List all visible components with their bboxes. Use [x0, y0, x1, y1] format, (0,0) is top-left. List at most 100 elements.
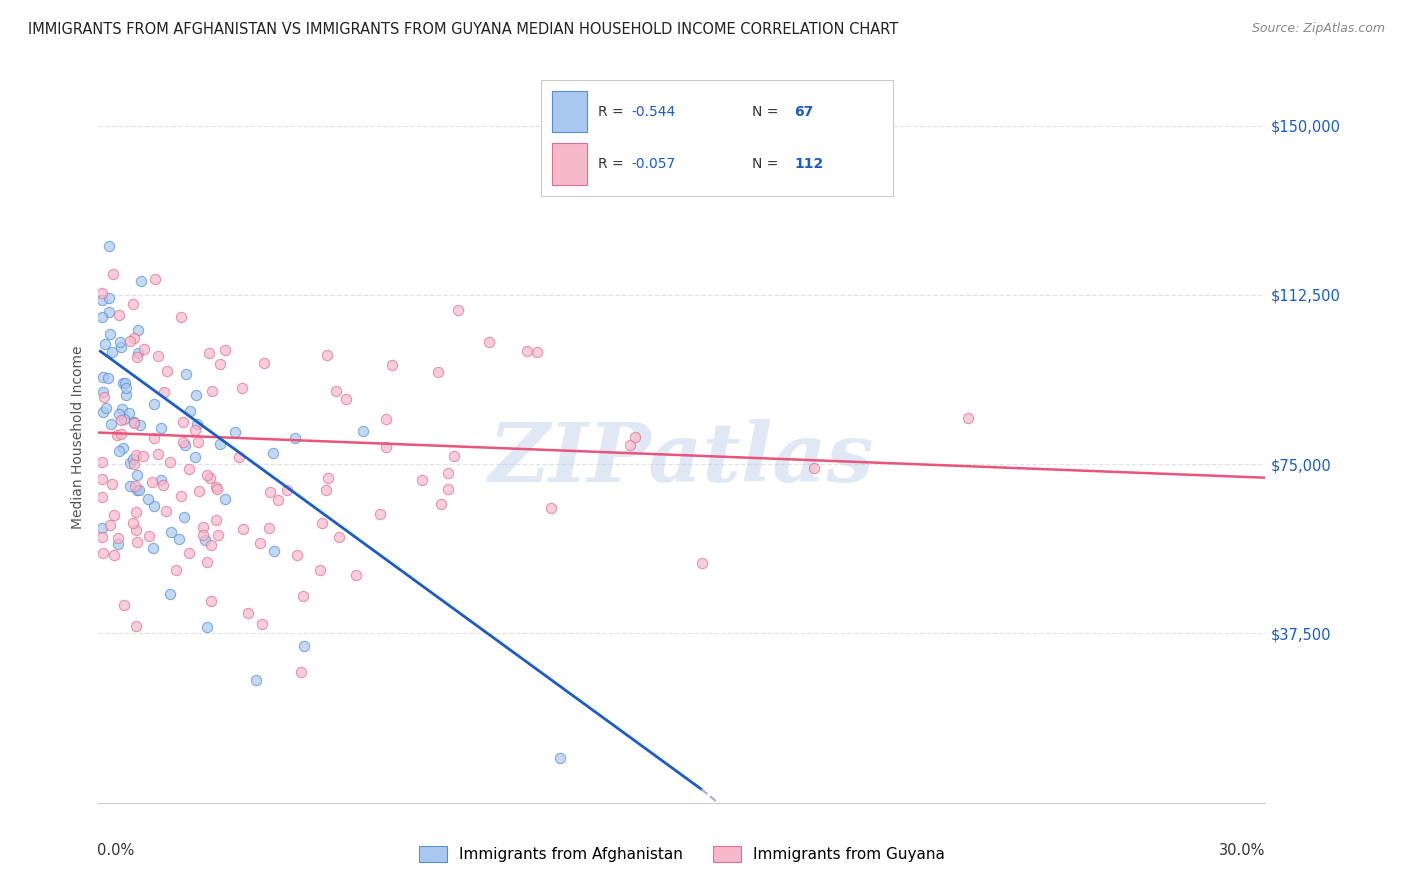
Immigrants from Guyana [170, 310, 193, 324]
Immigrants from Guyana [231, 381, 253, 395]
Immigrants from Guyana [103, 508, 125, 522]
Immigrants from Guyana [98, 518, 121, 533]
Immigrants from Afghanistan [128, 483, 150, 497]
Text: R =: R = [598, 157, 627, 170]
Immigrants from Guyana [125, 351, 148, 365]
Immigrants from Afghanistan [98, 326, 121, 341]
Immigrants from Afghanistan [129, 274, 152, 288]
Immigrants from Afghanistan [91, 310, 114, 325]
Immigrants from Guyana [311, 516, 333, 530]
Immigrants from Guyana [257, 521, 280, 535]
Immigrants from Guyana [375, 412, 398, 426]
Immigrants from Guyana [91, 491, 114, 505]
Immigrants from Guyana [172, 415, 194, 429]
Immigrants from Afghanistan [112, 411, 135, 425]
Immigrants from Afghanistan [108, 444, 131, 458]
Immigrants from Afghanistan [121, 452, 143, 467]
Immigrants from Guyana [315, 348, 337, 362]
Immigrants from Guyana [430, 497, 453, 511]
Immigrants from Guyana [526, 344, 548, 359]
Immigrants from Guyana [125, 523, 148, 537]
Immigrants from Guyana [619, 438, 641, 452]
Immigrants from Guyana [91, 530, 114, 544]
Immigrants from Guyana [249, 536, 271, 550]
Immigrants from Guyana [318, 471, 340, 485]
Immigrants from Guyana [228, 450, 250, 464]
Immigrants from Guyana [200, 471, 222, 485]
Immigrants from Guyana [200, 594, 222, 608]
Immigrants from Guyana [193, 520, 215, 534]
Immigrants from Guyana [153, 384, 176, 399]
Immigrants from Guyana [91, 471, 114, 485]
Immigrants from Guyana [411, 473, 433, 487]
Immigrants from Afghanistan [115, 381, 138, 395]
Immigrants from Afghanistan [186, 417, 208, 431]
Immigrants from Afghanistan [167, 532, 190, 546]
Immigrants from Afghanistan [149, 420, 172, 434]
Immigrants from Guyana [276, 483, 298, 497]
Immigrants from Guyana [172, 435, 194, 450]
Immigrants from Guyana [122, 331, 145, 345]
Immigrants from Guyana [155, 504, 177, 518]
Immigrants from Guyana [315, 483, 337, 497]
Immigrants from Afghanistan [120, 479, 142, 493]
Immigrants from Guyana [110, 426, 132, 441]
Immigrants from Guyana [259, 485, 281, 500]
Immigrants from Guyana [101, 477, 124, 491]
Text: R =: R = [598, 104, 627, 119]
Immigrants from Afghanistan [263, 544, 285, 558]
Immigrants from Guyana [252, 356, 274, 370]
Immigrants from Guyana [540, 500, 562, 515]
Immigrants from Afghanistan [245, 673, 267, 687]
Immigrants from Guyana [118, 334, 141, 348]
Immigrants from Afghanistan [159, 525, 181, 540]
Immigrants from Guyana [134, 343, 156, 357]
Immigrants from Afghanistan [179, 404, 201, 418]
Immigrants from Guyana [191, 527, 214, 541]
Immigrants from Guyana [437, 482, 460, 496]
Immigrants from Afghanistan [91, 293, 114, 307]
Immigrants from Guyana [146, 446, 169, 460]
Text: 67: 67 [794, 104, 814, 119]
Immigrants from Afghanistan [352, 424, 374, 438]
Immigrants from Guyana [195, 555, 218, 569]
Immigrants from Afghanistan [115, 387, 138, 401]
Immigrants from Guyana [125, 448, 148, 462]
Immigrants from Afghanistan [214, 492, 236, 507]
Immigrants from Guyana [690, 556, 713, 570]
Immigrants from Guyana [335, 392, 357, 407]
Immigrants from Guyana [170, 489, 193, 503]
Immigrants from Afghanistan [91, 521, 114, 535]
Immigrants from Guyana [205, 513, 228, 527]
Immigrants from Guyana [325, 384, 347, 398]
Immigrants from Afghanistan [110, 340, 132, 354]
Immigrants from Guyana [132, 449, 155, 463]
Immigrants from Guyana [291, 589, 314, 603]
Immigrants from Guyana [177, 546, 200, 560]
Immigrants from Afghanistan [108, 335, 131, 350]
Immigrants from Afghanistan [91, 369, 114, 384]
Immigrants from Guyana [112, 598, 135, 612]
Immigrants from Afghanistan [142, 397, 165, 411]
Immigrants from Guyana [803, 461, 825, 475]
Immigrants from Guyana [447, 302, 470, 317]
Immigrants from Guyana [198, 346, 221, 360]
Immigrants from Guyana [957, 411, 980, 425]
Immigrants from Guyana [195, 468, 218, 483]
Immigrants from Guyana [122, 296, 145, 310]
Immigrants from Afghanistan [127, 346, 149, 360]
Immigrants from Afghanistan [127, 323, 149, 337]
Immigrants from Afghanistan [91, 405, 114, 419]
Immigrants from Guyana [141, 475, 163, 490]
Immigrants from Afghanistan [107, 536, 129, 550]
Immigrants from Afghanistan [136, 491, 159, 506]
Immigrants from Guyana [200, 538, 222, 552]
Immigrants from Afghanistan [114, 376, 136, 391]
Immigrants from Guyana [156, 364, 179, 378]
Immigrants from Guyana [205, 483, 228, 497]
Immigrants from Guyana [124, 619, 146, 633]
Immigrants from Afghanistan [101, 345, 124, 359]
Immigrants from Guyana [179, 462, 201, 476]
Immigrants from Guyana [184, 423, 207, 437]
Immigrants from Afghanistan [100, 417, 122, 431]
